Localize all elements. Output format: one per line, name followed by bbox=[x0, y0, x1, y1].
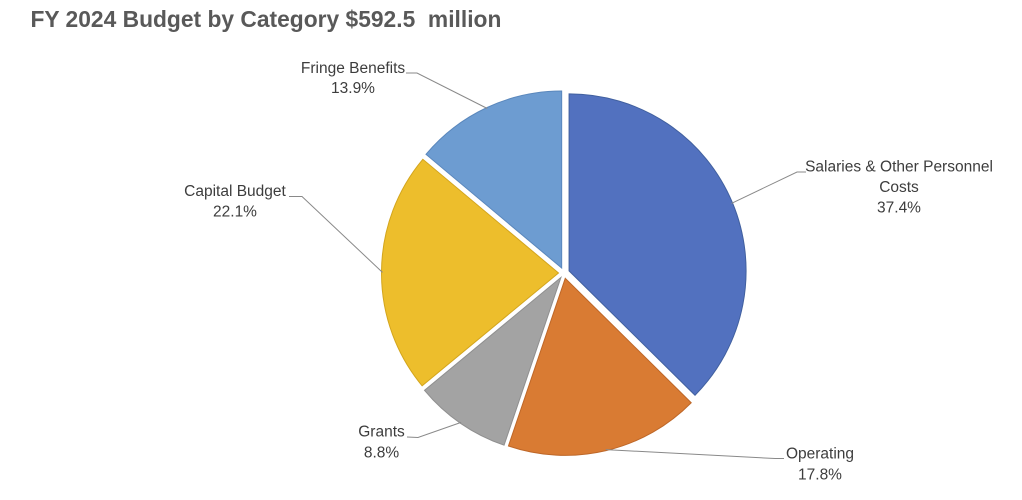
svg-text:37.4%: 37.4% bbox=[877, 200, 921, 217]
svg-text:13.9%: 13.9% bbox=[331, 80, 375, 97]
svg-text:Capital Budget: Capital Budget bbox=[184, 183, 286, 200]
svg-text:8.8%: 8.8% bbox=[364, 445, 400, 462]
svg-text:FY 2024 Budget by Category $59: FY 2024 Budget by Category $592.5 millio… bbox=[31, 6, 502, 32]
svg-text:17.8%: 17.8% bbox=[798, 467, 842, 484]
svg-text:Salaries & Other Personnel: Salaries & Other Personnel bbox=[805, 159, 993, 176]
svg-text:Operating: Operating bbox=[786, 446, 854, 463]
svg-text:22.1%: 22.1% bbox=[213, 204, 257, 221]
svg-text:Grants: Grants bbox=[358, 424, 405, 441]
svg-text:Fringe Benefits: Fringe Benefits bbox=[301, 60, 405, 77]
svg-text:Costs: Costs bbox=[879, 179, 919, 196]
